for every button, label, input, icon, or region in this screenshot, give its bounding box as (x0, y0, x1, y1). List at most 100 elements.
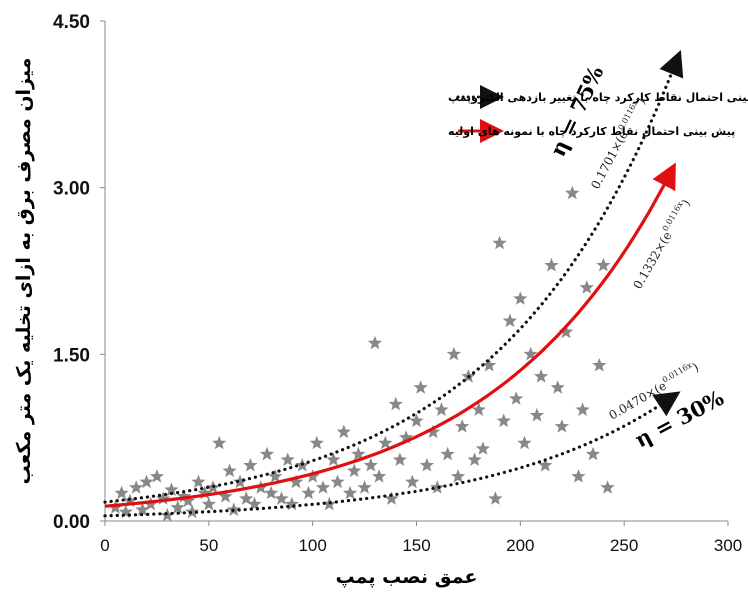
x-tick-label: 100 (298, 536, 326, 555)
star-point (544, 257, 559, 272)
star-point (538, 457, 553, 472)
star-point (129, 480, 144, 494)
star-point (496, 413, 511, 428)
star-point (384, 491, 399, 505)
star-point (575, 402, 590, 416)
star-point (585, 446, 601, 461)
trend-curve-0 (103, 50, 684, 504)
star-point (180, 493, 196, 508)
star-point (455, 419, 470, 433)
star-point (482, 357, 497, 372)
star-point (143, 496, 158, 511)
star-point (243, 457, 258, 472)
star-point (280, 452, 295, 466)
equation-label-1: 0.1332×(e0.0116x) (629, 196, 693, 292)
star-point (558, 324, 574, 339)
equation-label-0: 0.1701×(e0.0116x) (587, 95, 649, 192)
star-point (592, 357, 607, 372)
star-point (430, 480, 445, 494)
x-tick-label: 250 (610, 536, 638, 555)
star-point (191, 474, 206, 489)
star-point (426, 424, 441, 439)
star-point (534, 369, 549, 383)
star-point (288, 474, 304, 489)
star-point (388, 396, 403, 411)
y-tick-label: 0.00 (53, 512, 90, 533)
star-point (347, 463, 362, 478)
star-point (156, 491, 171, 505)
y-tick-label: 1.50 (53, 345, 90, 366)
star-point (212, 435, 227, 450)
star-point (351, 446, 366, 461)
star-point (419, 457, 434, 472)
star-point (372, 469, 387, 483)
star-point (305, 469, 320, 483)
star-point (600, 480, 615, 494)
star-point (160, 507, 175, 522)
star-point (363, 457, 378, 472)
star-point (378, 435, 393, 450)
star-point (108, 500, 123, 514)
star-point (413, 380, 428, 394)
star-point (492, 235, 507, 250)
star-point (440, 446, 455, 461)
star-point (170, 500, 185, 514)
star-point (409, 413, 424, 428)
star-point (357, 480, 372, 494)
star-point (218, 489, 233, 503)
star-point (467, 452, 482, 466)
star-point (399, 430, 414, 444)
axes: 0 50 100 150 200 250 300 0.00 1.50 3.00 4.50 (53, 12, 742, 555)
x-tick-label: 50 (199, 536, 218, 555)
legend-label-1: پیش بینی احتمال نقاط کارکرد چاه با نمونه… (448, 125, 735, 138)
star-point (571, 469, 586, 483)
star-point (579, 280, 594, 294)
star-point (405, 474, 420, 489)
x-tick-label: 200 (506, 536, 534, 555)
legend-label-0: پیش بینی احتمال نقاط کارکرد چاه با تغییر… (448, 91, 748, 104)
trend-curve-1 (104, 162, 676, 508)
chart-labels: عمق نصب پمپ میزان مصرف برق به ازای تخلیه … (13, 58, 748, 588)
star-point (367, 335, 383, 350)
efficiency-label-0: η = 75% (545, 62, 609, 160)
y-tick-label: 3.00 (53, 179, 90, 200)
star-point (264, 485, 279, 500)
x-tick-label: 150 (402, 536, 430, 555)
star-point (565, 185, 580, 200)
star-point (596, 257, 611, 272)
star-point (239, 491, 254, 505)
star-point (342, 485, 358, 500)
y-axis-title: میزان مصرف برق به ازای تخلیه یک متر مکعب (13, 58, 35, 485)
star-point (135, 502, 150, 516)
star-point (149, 469, 164, 483)
x-tick-label: 300 (714, 536, 742, 555)
star-point (268, 469, 283, 483)
star-point (336, 424, 351, 439)
star-point (434, 402, 449, 416)
star-point (488, 491, 503, 505)
star-point (309, 435, 324, 450)
star-point (164, 482, 179, 496)
star-point (471, 402, 486, 416)
star-point (392, 452, 407, 466)
star-point (201, 496, 216, 511)
star-point (509, 391, 524, 405)
star-point (550, 380, 565, 394)
trend-curves (103, 50, 684, 518)
star-point (301, 485, 316, 500)
star-point (529, 407, 545, 422)
star-point (232, 474, 248, 489)
star-point (554, 419, 569, 433)
star-point (446, 346, 461, 361)
star-point (517, 435, 532, 450)
star-point (284, 496, 299, 511)
star-point (197, 485, 212, 500)
star-point (185, 504, 200, 519)
y-tick-label: 4.50 (53, 12, 90, 33)
star-point (222, 463, 237, 478)
star-point (330, 474, 345, 489)
star-point (176, 489, 191, 503)
star-point (502, 313, 518, 328)
star-point (274, 491, 289, 505)
